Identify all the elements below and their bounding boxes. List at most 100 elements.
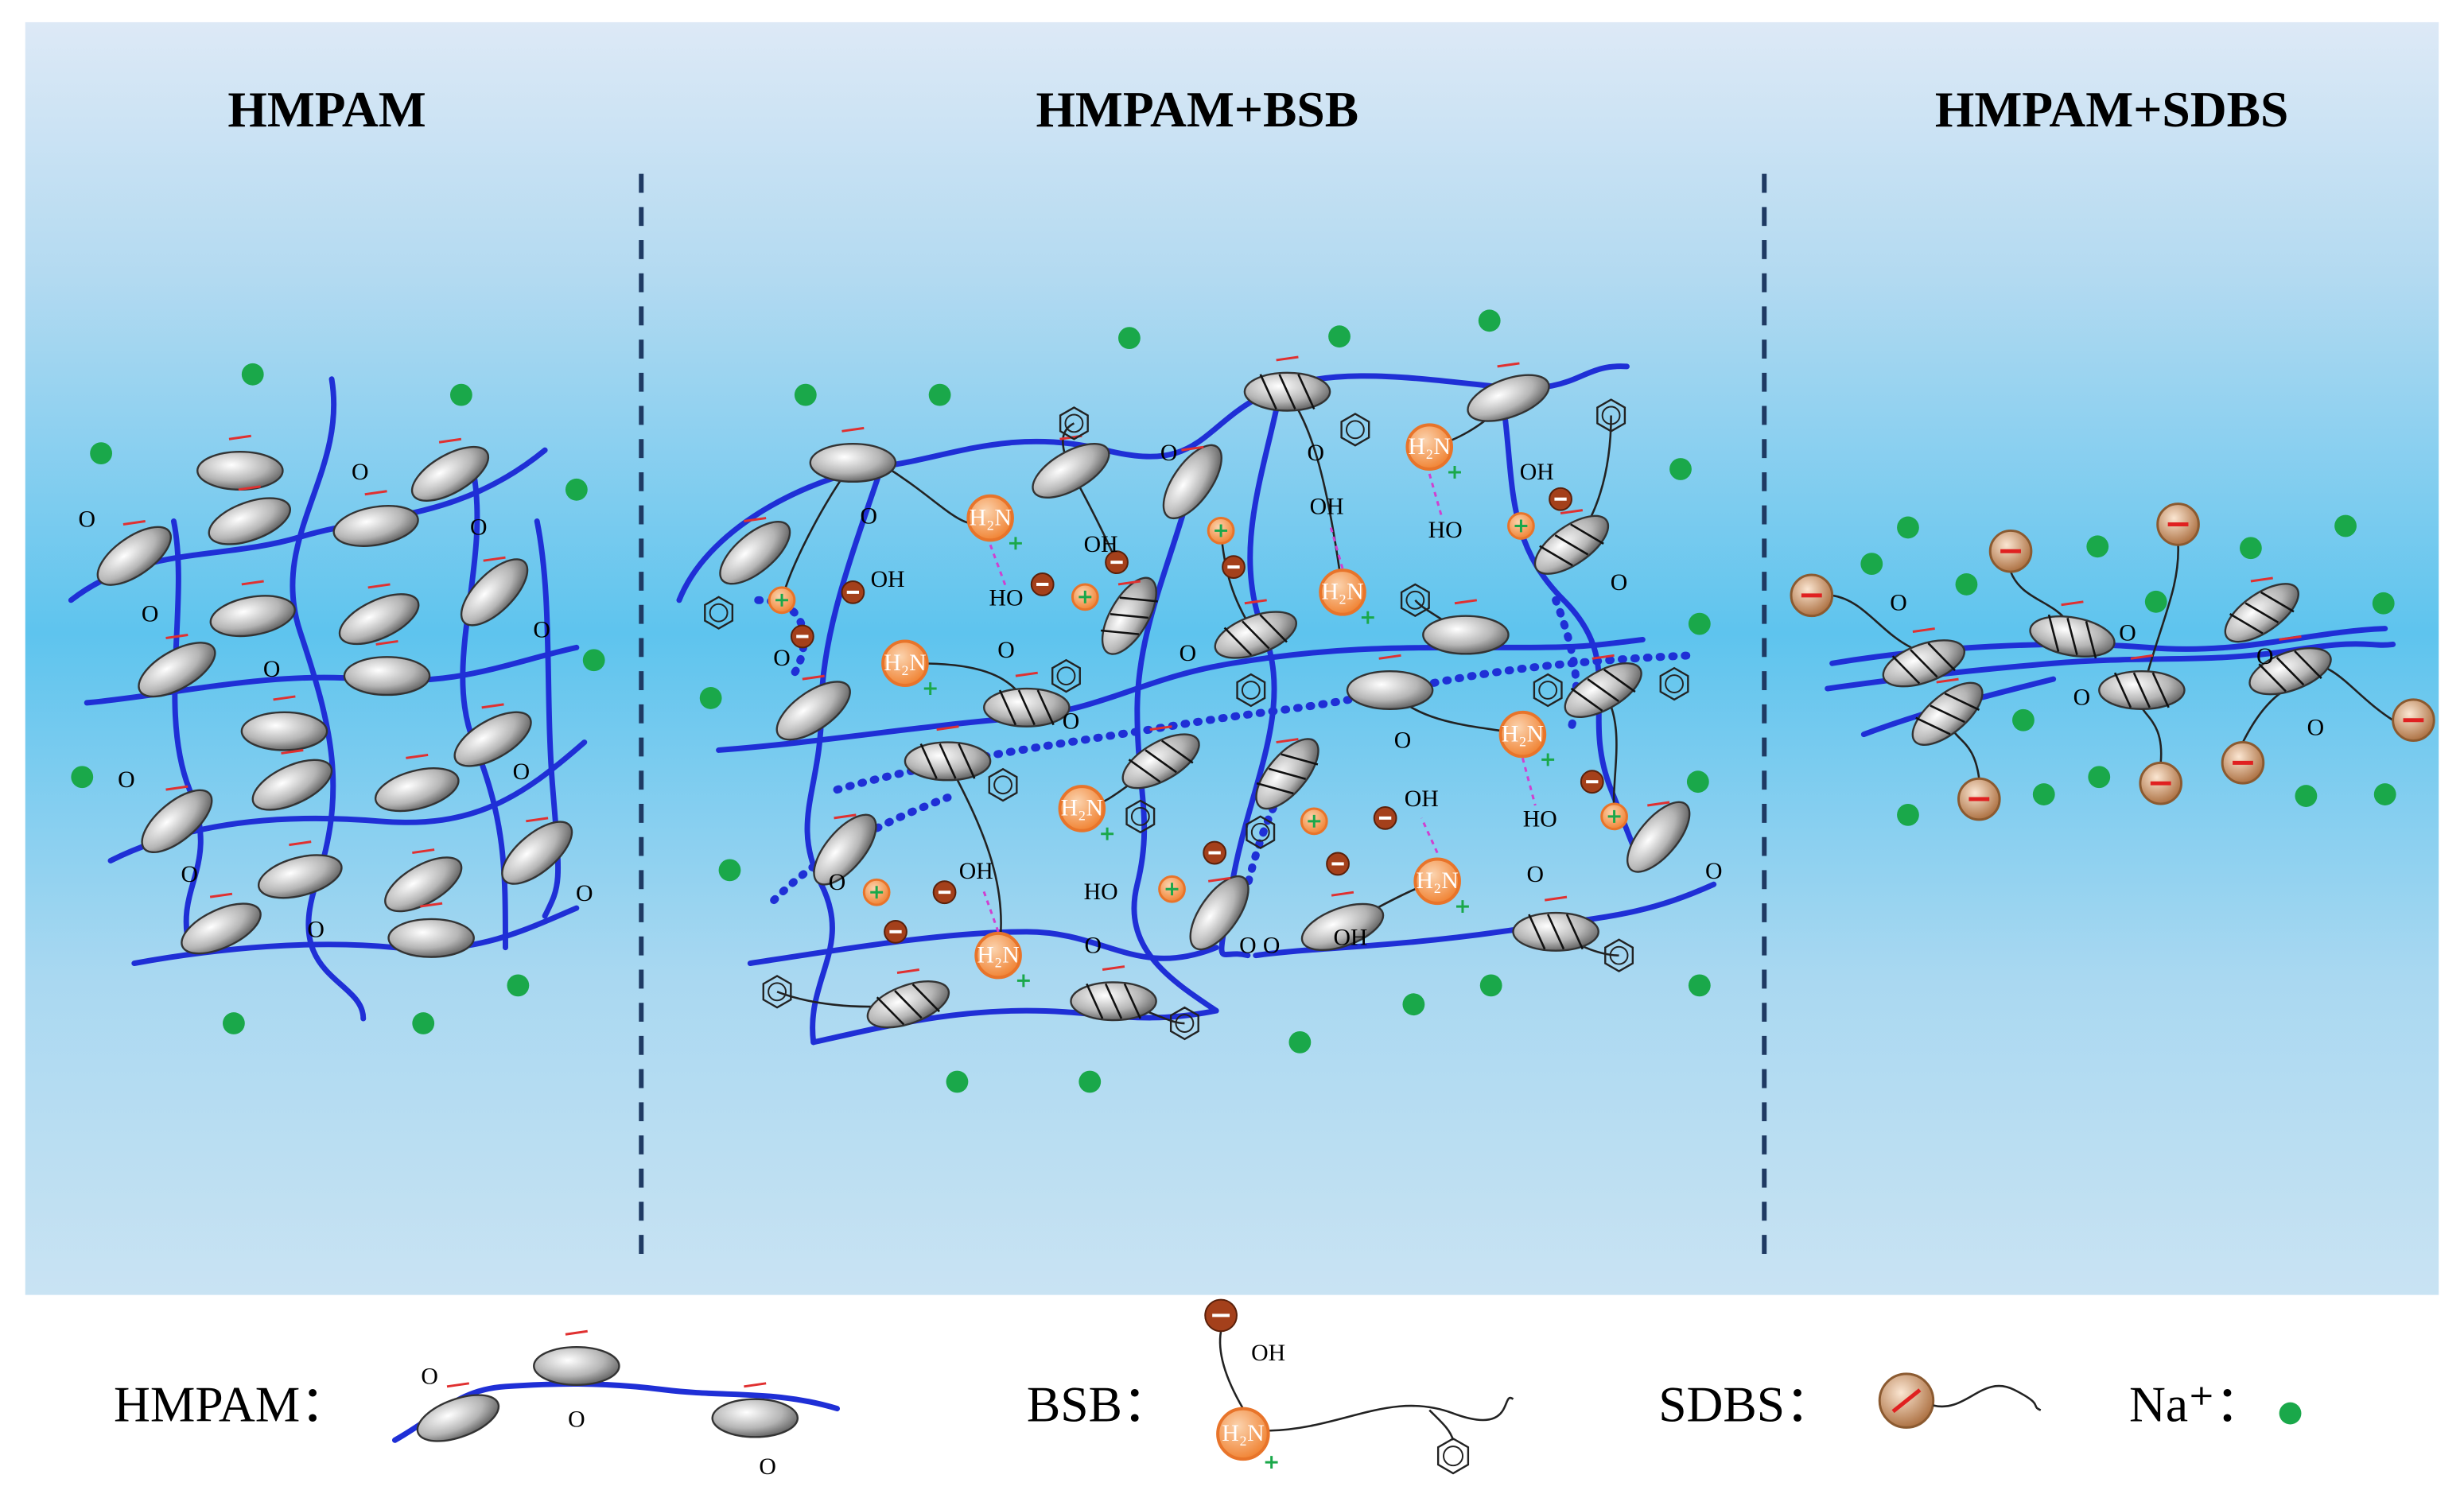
charge-mark [565, 1329, 588, 1336]
ammonium-group [1319, 568, 1366, 616]
stripe [1554, 534, 1589, 556]
sodium-ion [2240, 537, 2262, 560]
hydrophobic-group [460, 558, 529, 627]
charge-mark [936, 725, 959, 731]
atom-label: O [352, 459, 369, 485]
ammonium-group [1413, 857, 1461, 906]
atom-label: H₂N [1502, 720, 1544, 747]
atom-label: HO [1523, 806, 1557, 832]
benzene-ring-inner [1345, 420, 1365, 440]
plus-sign [1009, 537, 1022, 550]
ammonium-group [1405, 423, 1454, 471]
stripe [1259, 374, 1277, 410]
atom-label: O [181, 861, 199, 887]
sodium-ion [412, 1012, 435, 1034]
sodium-ion [1288, 1030, 1312, 1054]
stripe [1242, 620, 1270, 650]
polymer-chain [170, 518, 204, 951]
charge-mark [238, 485, 261, 491]
alkyl-chain [1428, 1409, 1455, 1441]
polymer-chain [290, 376, 367, 1022]
polymer-chain [1218, 392, 1283, 959]
benzene-ring [1169, 1006, 1199, 1041]
plus-sign [1215, 524, 1228, 537]
atom-label: HO [1084, 879, 1118, 905]
hydrophobic-group [138, 642, 216, 698]
stripe [1297, 374, 1316, 410]
atom-label: H₂N [969, 504, 1011, 530]
atom-label: HO [989, 585, 1024, 611]
charge-mark [281, 748, 304, 755]
sodium-ion [2295, 785, 2318, 807]
stripe [1603, 669, 1636, 693]
atom-label: O [1063, 708, 1080, 735]
charge-mark [446, 1382, 470, 1388]
alkyl-chain [2147, 545, 2179, 672]
plus-sign [1308, 814, 1321, 828]
charge-mark [412, 848, 435, 855]
hydrophobic-group [711, 1398, 799, 1438]
stripe [1570, 523, 1604, 545]
sodium-ion [2334, 514, 2357, 537]
stripe [2132, 672, 2151, 708]
stripe [1528, 914, 1546, 950]
sodium-ion [1955, 573, 1978, 596]
stripe [1110, 613, 1148, 619]
hydrophobic-group [251, 759, 333, 811]
hydrophobic-group [416, 1394, 500, 1442]
charge-mark [1331, 891, 1354, 897]
atom-label: H₂N [1222, 1420, 1264, 1446]
charge-mark [1544, 895, 1568, 902]
stripe [1539, 545, 1573, 567]
atom-label: O [1705, 858, 1722, 884]
benzene-ring-inner [1609, 945, 1629, 965]
stripe [1119, 596, 1158, 603]
stripe [1930, 704, 1965, 724]
sodium-ion [1479, 974, 1502, 997]
benzene-ring [1125, 799, 1156, 834]
stripe [1161, 739, 1194, 764]
plus-sign [1541, 753, 1555, 766]
stripe [2047, 614, 2060, 652]
atom-label: O [1180, 640, 1197, 666]
hydrogen-bond [1328, 524, 1344, 569]
alkyl-chain [1218, 1331, 1245, 1410]
atom-label: O [2119, 619, 2136, 646]
atom-label: OH [1084, 531, 1118, 557]
hydrophobic-group [338, 593, 420, 646]
hydrophobic-group [1346, 669, 1434, 711]
benzene-ring [1400, 583, 1430, 618]
sodium-ion [2373, 783, 2396, 805]
stripe [1145, 749, 1177, 774]
ammonium-group [1498, 710, 1547, 759]
hydrophobic-group [208, 497, 292, 545]
sodium-ion [699, 687, 722, 709]
stripe [2229, 613, 2264, 634]
stripe [1100, 629, 1140, 635]
plus-sign [1078, 590, 1092, 603]
charge-mark [1276, 355, 1299, 362]
atom-label: O [773, 645, 791, 671]
hydrophobic-group [453, 711, 532, 767]
alkyl-chain [946, 760, 1002, 956]
sodium-ion [2012, 708, 2035, 731]
atom-label: OH [1251, 1340, 1285, 1366]
benzene-ring-inner [1241, 681, 1261, 700]
atom-label: OH [1520, 459, 1554, 485]
stripe [2085, 621, 2097, 659]
stripe [919, 743, 938, 779]
plus-sign [1607, 809, 1621, 823]
benzene-ring-inner [1601, 406, 1621, 425]
benzene-ring-inner [1056, 666, 1076, 686]
hydrophobic-group [533, 1345, 620, 1386]
atom-label: O [1890, 590, 1907, 616]
stripe [998, 689, 1017, 726]
sodium-ion [718, 859, 741, 882]
benzene-ring [1246, 815, 1276, 849]
sodium-ion [946, 1070, 969, 1093]
charge-mark [481, 703, 504, 709]
sodium-ion [1118, 327, 1141, 350]
polymer-chain [716, 636, 1646, 753]
charge-mark [483, 556, 506, 562]
